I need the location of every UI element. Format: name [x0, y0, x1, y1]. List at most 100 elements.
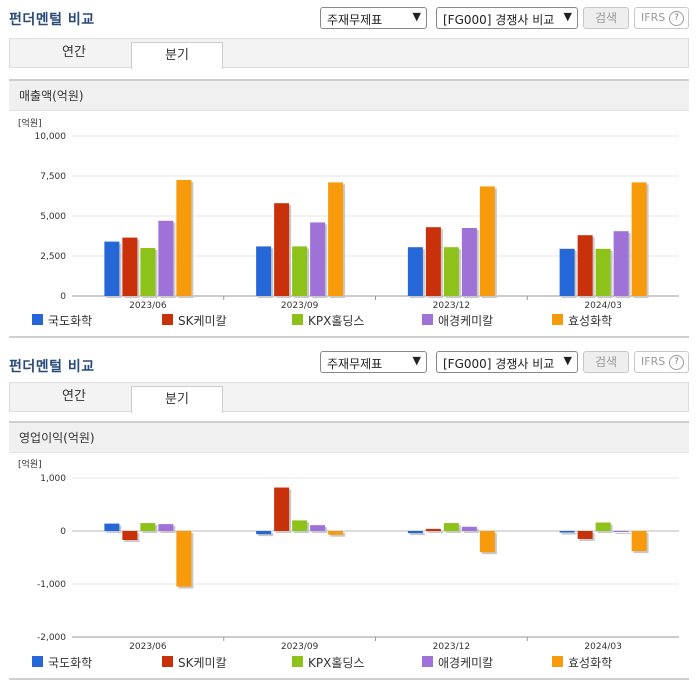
bar[interactable]: [122, 531, 138, 541]
x-tick-label: 2023/06: [129, 642, 167, 652]
bar[interactable]: [577, 531, 593, 539]
legend-swatch: [162, 656, 173, 667]
statement-select[interactable]: 주재무제표 ▼: [320, 7, 427, 29]
bar[interactable]: [559, 531, 575, 533]
y-tick-label: 0: [60, 292, 66, 302]
statement-select-value: 주재무제표: [327, 13, 383, 27]
bar[interactable]: [595, 522, 611, 531]
bar[interactable]: [613, 531, 629, 533]
bar[interactable]: [158, 220, 174, 296]
bar[interactable]: [292, 246, 308, 296]
tab-quarterly[interactable]: 분기: [131, 42, 223, 69]
period-tabs: 연간 분기: [9, 38, 689, 69]
y-tick-label: -2,000: [37, 633, 66, 643]
bar[interactable]: [631, 531, 647, 552]
bar[interactable]: [407, 531, 423, 534]
help-icon: ?: [669, 11, 684, 26]
legend-label: 효성화학: [568, 656, 613, 670]
bar[interactable]: [274, 487, 290, 531]
bar[interactable]: [461, 526, 477, 531]
legend-label: SK케미칼: [178, 314, 227, 328]
bar[interactable]: [613, 231, 629, 296]
legend-swatch: [292, 656, 303, 667]
group-select[interactable]: [FG000] 경쟁사 비교 ▼: [436, 351, 578, 373]
legend-label: KPX홀딩스: [308, 656, 365, 670]
bar-shadow: [258, 533, 274, 537]
bar[interactable]: [479, 531, 495, 553]
bar[interactable]: [479, 186, 495, 296]
chart-legend: 국도화학 SK케미칼 KPX홀딩스 애경케미칼 효성화학: [32, 312, 672, 328]
bar[interactable]: [256, 531, 272, 535]
legend-swatch: [162, 314, 173, 325]
legend-label: 효성화학: [568, 314, 613, 328]
y-tick-label: 10,000: [35, 132, 67, 142]
search-button[interactable]: 검색: [583, 351, 629, 373]
bar[interactable]: [407, 247, 423, 296]
group-select[interactable]: [FG000] 경쟁사 비교 ▼: [436, 7, 578, 29]
legend-swatch: [552, 314, 563, 325]
legend-swatch: [292, 314, 303, 325]
period-tabs: 연간 분기: [9, 382, 689, 413]
legend-swatch: [552, 656, 563, 667]
bar-shadow: [427, 530, 443, 533]
bar[interactable]: [140, 248, 156, 296]
chart-title: 매출액(억원): [19, 89, 84, 103]
bar[interactable]: [104, 523, 120, 531]
group-select-value: [FG000] 경쟁사 비교: [443, 357, 555, 371]
ifrs-label: IFRS: [641, 355, 666, 368]
tab-annual[interactable]: 연간: [62, 389, 86, 404]
chevron-down-icon: ▼: [563, 354, 572, 367]
tab-annual[interactable]: 연간: [62, 45, 86, 60]
chart-title: 영업이익(억원): [19, 431, 95, 445]
fundamental-panel-sales: 펀더멘털 비교 주재무제표 ▼ [FG000] 경쟁사 비교 ▼ 검색 IFRS…: [9, 7, 689, 338]
bar[interactable]: [274, 203, 290, 296]
chart-header: 영업이익(억원): [9, 421, 689, 453]
legend-label: 애경케미칼: [438, 314, 494, 328]
bar-shadow: [561, 533, 577, 535]
bar[interactable]: [256, 246, 272, 296]
legend-swatch: [32, 314, 43, 325]
bar[interactable]: [328, 182, 344, 296]
bar-shadow: [409, 533, 425, 536]
bar[interactable]: [104, 241, 120, 296]
bar[interactable]: [158, 524, 174, 531]
bar[interactable]: [176, 531, 192, 587]
statement-select[interactable]: 주재무제표 ▼: [320, 351, 427, 373]
legend-label: KPX홀딩스: [308, 314, 365, 328]
x-tick-label: 2023/09: [281, 642, 319, 652]
bar[interactable]: [140, 523, 156, 531]
bar[interactable]: [461, 228, 477, 296]
divider: [9, 678, 689, 680]
bar-shadow: [330, 533, 346, 537]
bar[interactable]: [443, 247, 459, 296]
divider: [9, 336, 689, 338]
bar[interactable]: [443, 523, 459, 531]
sales-chart: [억원] 0 2,500 5,000 7,500 10,000 2023/06 2023/09…: [18, 117, 679, 311]
bar[interactable]: [577, 235, 593, 296]
bar[interactable]: [310, 525, 326, 531]
bar[interactable]: [292, 520, 308, 531]
ifrs-button[interactable]: IFRS ?: [634, 7, 689, 29]
help-icon: ?: [669, 355, 684, 370]
y-unit-label: [억원]: [18, 458, 42, 470]
bar[interactable]: [425, 528, 441, 531]
bar[interactable]: [122, 237, 138, 296]
ifrs-label: IFRS: [641, 11, 666, 24]
bar[interactable]: [559, 248, 575, 296]
search-button[interactable]: 검색: [583, 7, 629, 29]
statement-select-value: 주재무제표: [327, 357, 383, 371]
chart-header: 매출액(억원): [9, 79, 689, 111]
bar[interactable]: [595, 248, 611, 296]
legend-swatch: [422, 656, 433, 667]
bar[interactable]: [631, 182, 647, 296]
tab-quarterly[interactable]: 분기: [131, 386, 223, 413]
bar[interactable]: [425, 227, 441, 296]
bar[interactable]: [310, 222, 326, 296]
y-unit-label: [억원]: [18, 117, 42, 129]
bar[interactable]: [328, 531, 344, 535]
y-tick-label: -1,000: [37, 580, 66, 590]
legend-swatch: [422, 314, 433, 325]
group-select-value: [FG000] 경쟁사 비교: [443, 13, 555, 27]
bar[interactable]: [176, 180, 192, 296]
ifrs-button[interactable]: IFRS ?: [634, 351, 689, 373]
